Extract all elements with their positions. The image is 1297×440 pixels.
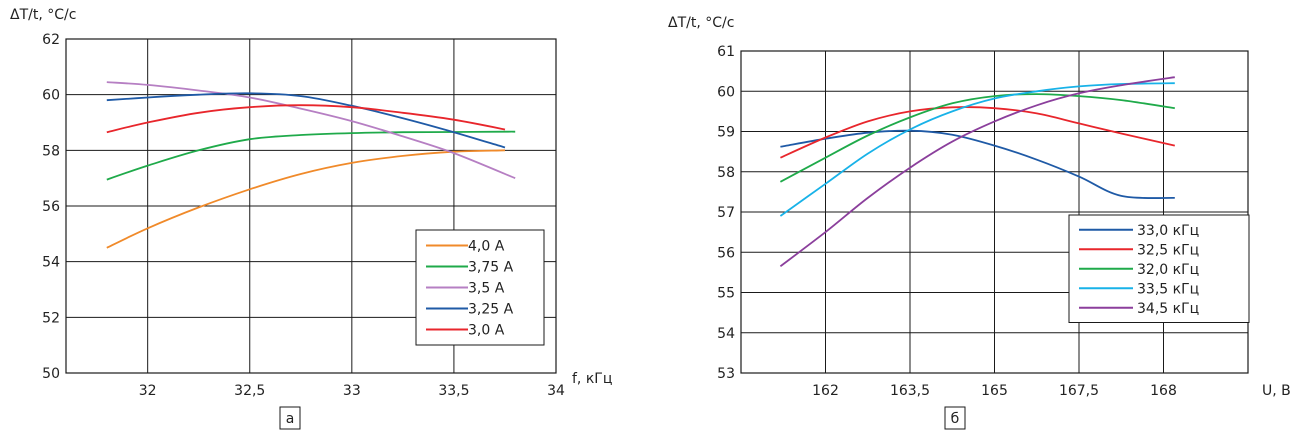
y-tick-label: 56 [42, 199, 60, 215]
legend-label: 3,5 A [468, 281, 505, 297]
series-line-0 [106, 149, 506, 249]
y-tick-label: 61 [717, 44, 735, 60]
chart-panel-b: 53 54 55 56 57 58 59 60 61 162 163,5 165 167,5 168 ΔT/… [668, 15, 1291, 430]
legend-label: 3,25 A [468, 302, 514, 318]
x-axis-label: U, В [1262, 383, 1291, 399]
x-axis-label: f, кГц [572, 371, 612, 387]
plot-frame [740, 50, 1249, 374]
x-tick-label: 162 [812, 383, 839, 399]
y-tick-label: 58 [717, 165, 735, 181]
panel-label: б [951, 411, 960, 427]
y-tick-label: 50 [42, 366, 60, 382]
y-tick-label: 52 [42, 310, 60, 326]
chart-panel-a: 50 52 54 56 58 60 62 32 32,5 33 33,5 34 ΔT/t, °C/с f,… [10, 7, 612, 430]
x-tick-label: 33 [343, 383, 361, 399]
series-line-0 [780, 129, 1175, 200]
y-tick-label: 60 [42, 88, 60, 104]
x-tick-label: 32 [139, 383, 157, 399]
series-line-2 [106, 81, 516, 180]
panel-label-box [279, 406, 301, 430]
y-tick-label: 55 [717, 286, 735, 302]
legend-label: 4,0 A [468, 239, 505, 255]
y-tick-label: 54 [42, 255, 60, 271]
x-tick-label: 163,5 [890, 383, 930, 399]
x-tick-label: 33,5 [438, 383, 469, 399]
legend-label: 3,75 A [468, 260, 514, 276]
series-line-3 [106, 92, 506, 149]
series-line-2 [779, 93, 1175, 183]
legend-label: 32,5 кГц [1137, 242, 1199, 258]
x-tick-label: 168 [1150, 383, 1177, 399]
legend-label: 32,0 кГц [1137, 262, 1199, 278]
y-tick-label: 57 [717, 205, 735, 221]
series-line-1 [780, 106, 1175, 159]
x-tick-label: 167,5 [1059, 383, 1099, 399]
x-tick-label: 165 [981, 383, 1008, 399]
y-tick-label: 58 [42, 143, 60, 159]
y-tick-label: 60 [717, 84, 735, 100]
y-axis-label: ΔT/t, °C/с [668, 15, 734, 31]
y-tick-label: 54 [717, 326, 735, 342]
y-tick-label: 56 [717, 245, 735, 261]
panel-label: а [286, 411, 295, 427]
y-axis-label: ΔT/t, °C/с [10, 7, 76, 23]
legend-label: 33,0 кГц [1137, 223, 1199, 239]
legend-label: 33,5 кГц [1137, 281, 1199, 297]
panel-label-box [944, 406, 966, 430]
y-tick-label: 53 [717, 366, 735, 382]
x-tick-label: 34 [547, 383, 565, 399]
plot-frame [65, 38, 557, 374]
series-line-3 [779, 82, 1175, 217]
x-tick-label: 32,5 [234, 383, 265, 399]
series-line-1 [106, 130, 516, 181]
series-line-4 [106, 104, 506, 134]
y-tick-label: 62 [42, 32, 60, 48]
series-line-4 [779, 76, 1175, 268]
legend-label: 34,5 кГц [1137, 301, 1199, 317]
y-tick-label: 59 [717, 125, 735, 141]
legend-label: 3,0 A [468, 323, 505, 339]
